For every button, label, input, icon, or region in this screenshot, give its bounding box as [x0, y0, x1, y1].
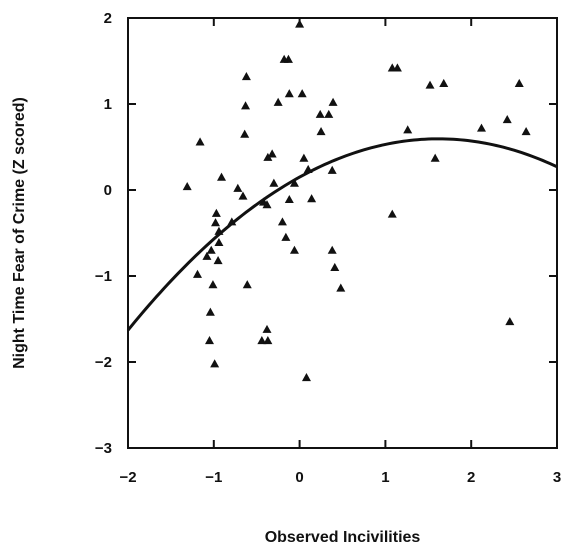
data-point [521, 127, 531, 136]
plot-frame [127, 17, 558, 449]
y-tick-label: 1 [104, 96, 112, 113]
data-point [439, 78, 449, 87]
data-point [289, 178, 299, 187]
data-point [242, 280, 252, 289]
x-axis: −2 −1 0 1 2 3 [119, 18, 561, 486]
data-point [299, 153, 309, 162]
fit-curve [126, 137, 558, 332]
data-point [233, 183, 243, 192]
data-point [387, 209, 397, 218]
data-point [425, 80, 435, 89]
data-point [257, 336, 267, 345]
data-point [182, 182, 192, 191]
data-point [505, 317, 515, 326]
data-point [301, 372, 311, 382]
data-point [206, 245, 216, 254]
data-point [214, 237, 224, 247]
data-point [263, 336, 273, 345]
x-axis-title: Observed Incivilities [265, 529, 421, 546]
data-point [297, 89, 307, 98]
data-point [307, 194, 317, 203]
y-tick-label: −2 [95, 354, 112, 371]
data-point [241, 71, 251, 81]
x-tick-label: −1 [205, 469, 222, 486]
y-tick-label: −3 [95, 440, 112, 457]
data-point [210, 359, 220, 368]
data-point [316, 127, 326, 136]
data-point [284, 89, 294, 98]
data-point [327, 165, 337, 174]
data-point [392, 63, 402, 72]
data-point [430, 153, 440, 162]
data-point [295, 19, 305, 28]
data-point [277, 217, 287, 226]
data-point [238, 191, 248, 200]
data-point [213, 256, 223, 265]
y-tick-label: 0 [104, 182, 112, 199]
x-tick-label: −2 [119, 469, 136, 486]
data-point [192, 269, 202, 278]
data-point [211, 218, 221, 227]
data-point [267, 149, 277, 158]
data-point [211, 208, 221, 217]
data-point [208, 280, 218, 289]
data-point [324, 109, 334, 118]
data-point [281, 232, 291, 241]
y-axis: −3 −2 −1 0 1 2 [95, 10, 557, 457]
data-point [328, 97, 338, 106]
data-point [403, 125, 413, 134]
data-point [336, 283, 346, 292]
data-points [182, 19, 531, 382]
data-point [241, 101, 251, 110]
data-point [269, 178, 279, 187]
y-axis-title: Night Time Fear of Crime (Z scored) [11, 97, 28, 369]
x-tick-label: 2 [467, 469, 475, 486]
data-point [476, 123, 486, 132]
data-point [315, 109, 325, 118]
data-point [327, 245, 337, 254]
data-point [273, 97, 283, 106]
x-tick-label: 3 [553, 469, 561, 486]
data-point [279, 54, 289, 63]
data-point [262, 200, 272, 209]
x-tick-label: 0 [295, 469, 303, 486]
data-point [284, 194, 294, 204]
data-point [263, 152, 273, 161]
data-point [195, 137, 205, 146]
data-point [240, 129, 250, 138]
data-point [289, 245, 299, 254]
data-point [205, 307, 215, 316]
data-point [330, 262, 340, 271]
data-point [514, 78, 524, 87]
plot-area [127, 17, 558, 449]
data-point [502, 114, 512, 124]
y-tick-label: −1 [95, 268, 112, 285]
data-point [217, 172, 227, 181]
data-point [262, 324, 272, 333]
data-point [205, 336, 215, 345]
data-point [202, 251, 212, 260]
x-tick-label: 1 [381, 469, 389, 486]
y-tick-label: 2 [104, 10, 112, 27]
